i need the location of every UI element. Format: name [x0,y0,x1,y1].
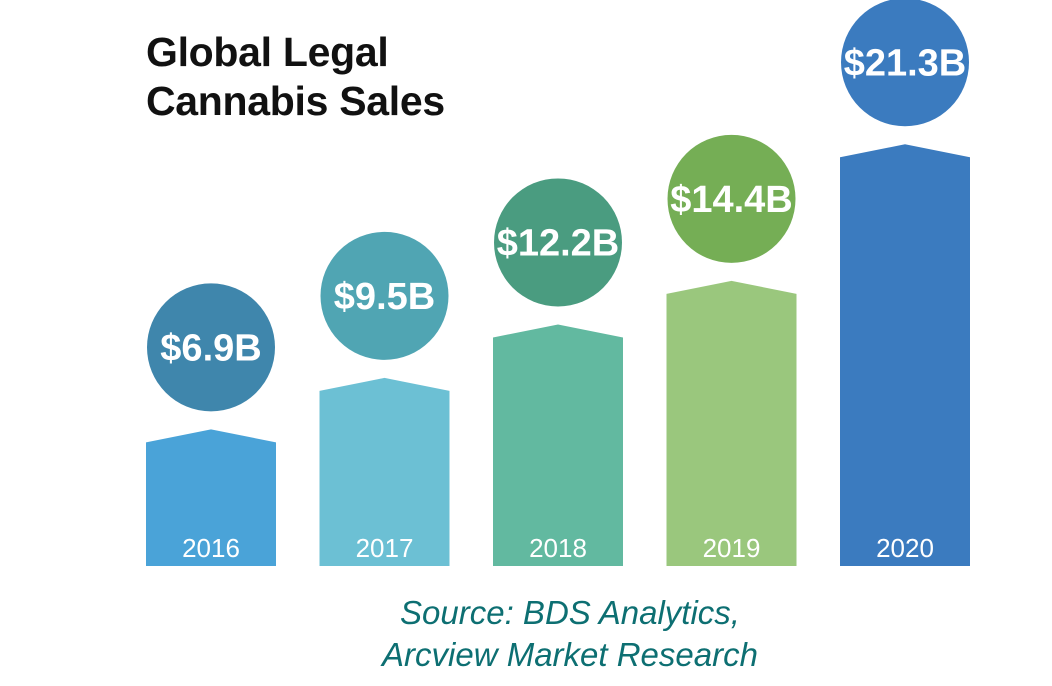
bar-group: 2018 $12.2B [493,178,623,566]
chart-title-line-1: Global Legal [146,29,389,75]
source-line-2: Arcview Market Research [382,636,758,673]
bar [493,324,623,566]
data-label: $6.9B [160,327,261,369]
data-label: $9.5B [334,276,435,318]
x-tick-label: 2019 [703,533,761,563]
data-label: $12.2B [497,222,620,264]
value-bubble [667,134,796,263]
data-label: $21.3B [844,42,967,84]
data-label: $14.4B [670,179,793,221]
value-bubble [841,0,969,127]
bar-group: 2020 $21.3B [840,0,970,566]
source-line-1: Source: BDS Analytics, [400,594,740,631]
bar-group: 2019 $14.4B [666,134,797,566]
x-tick-label: 2020 [876,533,934,563]
source-note: Source: BDS Analytics, Arcview Market Re… [0,592,1052,676]
value-bubble [320,231,449,360]
bar [146,429,276,566]
bar [840,144,970,566]
bar [666,280,797,566]
value-bubble [494,178,622,307]
x-tick-label: 2017 [356,533,414,563]
bar-group: 2017 $9.5B [319,231,450,566]
chart-title: Global Legal Cannabis Sales [146,28,445,126]
bar-group: 2016 $6.9B [146,283,276,566]
chart-title-line-2: Cannabis Sales [146,78,445,124]
value-bubble [147,283,275,412]
x-tick-label: 2016 [182,533,240,563]
bar [319,377,450,566]
x-tick-label: 2018 [529,533,587,563]
